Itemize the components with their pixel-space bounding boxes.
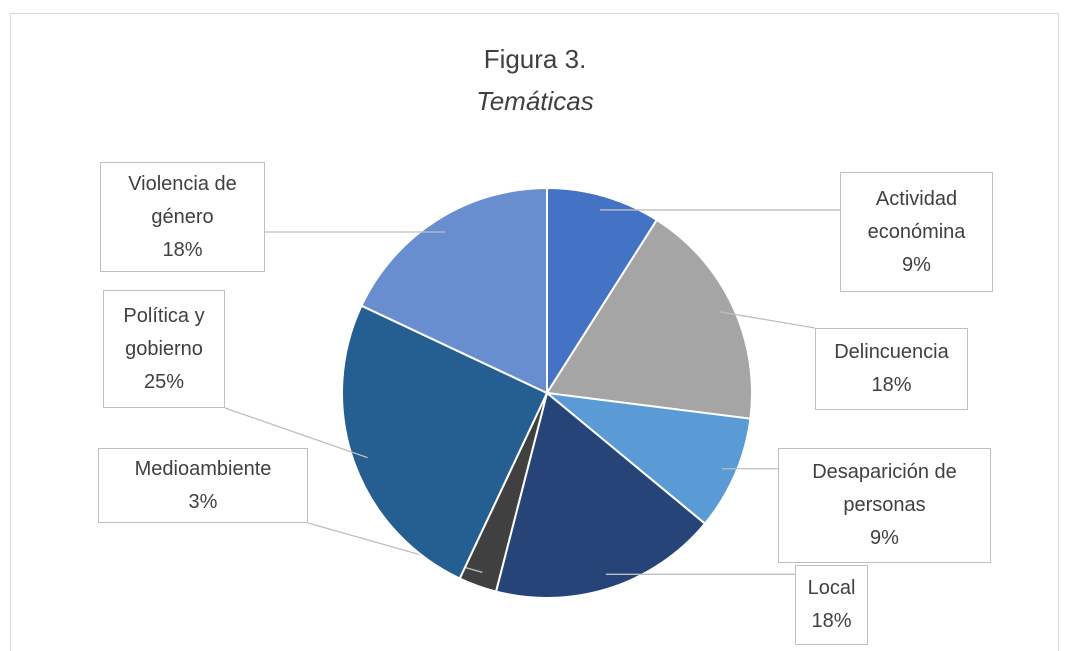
label-value: 18% [871,374,912,396]
label-category: Local [807,577,856,599]
label-category: Actividad económina [867,187,966,243]
pie-slice [543,391,752,526]
label-category: Medioambiente [134,457,272,480]
label-value: 18% [162,238,203,261]
label-category: Delincuencia [834,341,949,363]
pie-slice [546,186,659,397]
chart-subtitle: Temáticas [476,86,594,116]
data-label: Violencia de género 18% [100,162,265,272]
pie-slice [360,186,548,395]
label-value: 3% [188,490,218,513]
data-label: Actividad económina 9% [840,172,993,292]
label-value: 18% [811,610,852,632]
data-label: Desaparición de personas 9% [778,448,991,563]
label-category: Política y gobierno [123,304,205,360]
label-value: 9% [870,527,899,549]
chart-title: Figura 3. [483,44,587,74]
label-value: 25% [143,370,185,393]
label-category: Violencia de género [128,172,237,228]
data-label: Local 18% [795,565,868,645]
pie-slice [341,304,549,580]
pie-slice [494,391,707,599]
chart-border [10,13,1059,651]
pie-slice [545,218,753,420]
leader-line [224,407,368,459]
label-category: Desaparición de personas [812,461,957,516]
leader-line [719,311,816,329]
data-label: Delincuencia 18% [815,328,968,410]
data-label: Medioambiente 3% [98,448,308,523]
data-label: Política y gobierno 25% [103,290,225,408]
label-value: 9% [902,253,931,276]
